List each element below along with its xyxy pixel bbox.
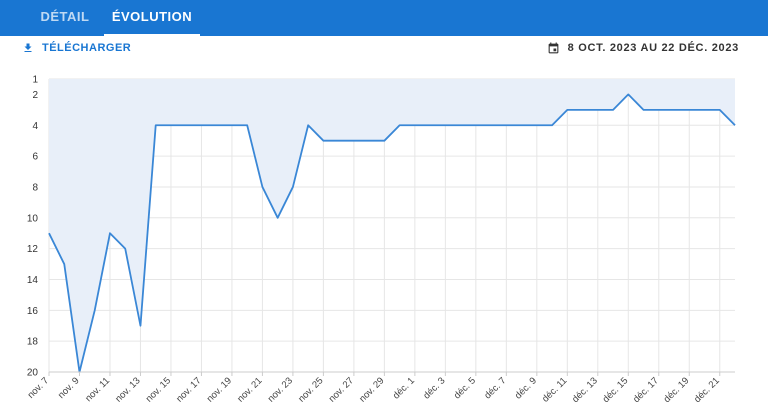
series-area [49, 79, 735, 372]
y-tick-label: 12 [27, 244, 39, 255]
x-tick-label: nov. 19 [205, 375, 234, 404]
data-point[interactable] [382, 139, 386, 143]
data-point[interactable] [291, 185, 295, 189]
y-tick-label: 6 [32, 152, 38, 163]
data-point[interactable] [520, 123, 524, 127]
data-point[interactable] [703, 108, 707, 112]
y-tick-label: 10 [27, 213, 39, 224]
data-point[interactable] [184, 123, 188, 127]
date-range[interactable]: 8 OCT. 2023 AU 22 DÉC. 2023 [547, 40, 739, 56]
x-tick-label: nov. 9 [56, 375, 82, 401]
x-tick-label: déc. 1 [391, 375, 417, 401]
data-point[interactable] [489, 123, 493, 127]
y-tick-label: 8 [32, 182, 38, 193]
data-point[interactable] [230, 123, 234, 127]
y-tick-label: 4 [32, 121, 38, 132]
x-tick-label: nov. 27 [327, 375, 356, 404]
data-point[interactable] [626, 92, 630, 96]
x-tick-label: déc. 17 [631, 375, 661, 405]
x-tick-label: déc. 7 [482, 375, 508, 401]
x-tick-label: déc. 11 [540, 375, 569, 404]
data-point[interactable] [321, 139, 325, 143]
data-point[interactable] [398, 123, 402, 127]
x-tick-label: déc. 5 [452, 375, 478, 401]
data-point[interactable] [672, 108, 676, 112]
chart-toolbar: TÉLÉCHARGER 8 OCT. 2023 AU 22 DÉC. 2023 [0, 36, 768, 58]
data-point[interactable] [154, 123, 158, 127]
calendar-icon [548, 42, 559, 53]
data-point[interactable] [504, 123, 508, 127]
data-point[interactable] [62, 262, 66, 266]
data-point[interactable] [687, 108, 691, 112]
x-tick-label: nov. 25 [296, 375, 325, 404]
x-tick-label: déc. 19 [662, 375, 692, 405]
x-tick-label: nov. 7 [26, 375, 52, 401]
data-point[interactable] [306, 123, 310, 127]
data-point[interactable] [459, 123, 463, 127]
y-tick-label: 14 [27, 275, 39, 286]
date-range-label: 8 OCT. 2023 AU 22 DÉC. 2023 [567, 42, 739, 54]
data-point[interactable] [337, 139, 341, 143]
data-point[interactable] [611, 108, 615, 112]
y-tick-label: 1 [32, 75, 38, 86]
x-tick-label: nov. 11 [83, 375, 112, 404]
x-tick-label: déc. 9 [513, 375, 539, 401]
data-point[interactable] [260, 185, 264, 189]
data-point[interactable] [77, 370, 81, 374]
data-point[interactable] [550, 123, 554, 127]
data-point[interactable] [169, 123, 173, 127]
download-icon [24, 43, 32, 52]
x-tick-label: nov. 23 [266, 375, 295, 404]
data-point[interactable] [108, 231, 112, 235]
data-point[interactable] [596, 108, 600, 112]
y-tick-label: 2 [32, 90, 38, 101]
data-point[interactable] [352, 139, 356, 143]
tab-bar: DÉTAIL ÉVOLUTION [0, 0, 768, 36]
x-tick-label: nov. 13 [113, 375, 142, 404]
data-point[interactable] [733, 123, 737, 127]
data-point[interactable] [474, 123, 478, 127]
data-point[interactable] [138, 324, 142, 328]
series-line [48, 93, 736, 373]
data-point[interactable] [443, 123, 447, 127]
data-point[interactable] [215, 123, 219, 127]
x-tick-label: nov. 29 [357, 375, 386, 404]
x-axis: nov. 7 nov. 9 nov. 11 nov. 13 nov. 15 nov. 17… [26, 371, 735, 405]
x-tick-label: déc. 21 [692, 375, 722, 405]
x-tick-label: nov. 21 [235, 375, 264, 404]
x-tick-label: déc. 3 [421, 375, 447, 401]
x-tick-label: déc. 15 [601, 375, 631, 405]
data-point[interactable] [367, 139, 371, 143]
data-point[interactable] [413, 123, 417, 127]
y-tick-label: 16 [27, 306, 39, 317]
download-label: TÉLÉCHARGER [42, 42, 132, 54]
data-point[interactable] [199, 123, 203, 127]
data-point[interactable] [47, 231, 51, 235]
y-tick-label: 20 [27, 368, 39, 379]
data-point[interactable] [535, 123, 539, 127]
active-tab-indicator [104, 34, 200, 36]
x-tick-label: nov. 17 [174, 375, 203, 404]
data-point[interactable] [642, 108, 646, 112]
data-point[interactable] [428, 123, 432, 127]
data-point[interactable] [565, 108, 569, 112]
download-button[interactable]: TÉLÉCHARGER [22, 40, 131, 56]
data-point[interactable] [276, 216, 280, 220]
data-point[interactable] [657, 108, 661, 112]
y-tick-label: 18 [27, 337, 39, 348]
data-point[interactable] [93, 308, 97, 312]
x-tick-label: nov. 15 [144, 375, 173, 404]
data-point[interactable] [123, 247, 127, 251]
data-point[interactable] [718, 108, 722, 112]
tab-evolution[interactable]: ÉVOLUTION [111, 9, 193, 24]
tab-detail[interactable]: DÉTAIL [40, 9, 90, 24]
data-point[interactable] [245, 123, 249, 127]
data-point[interactable] [581, 108, 585, 112]
x-tick-label: déc. 13 [570, 375, 600, 405]
